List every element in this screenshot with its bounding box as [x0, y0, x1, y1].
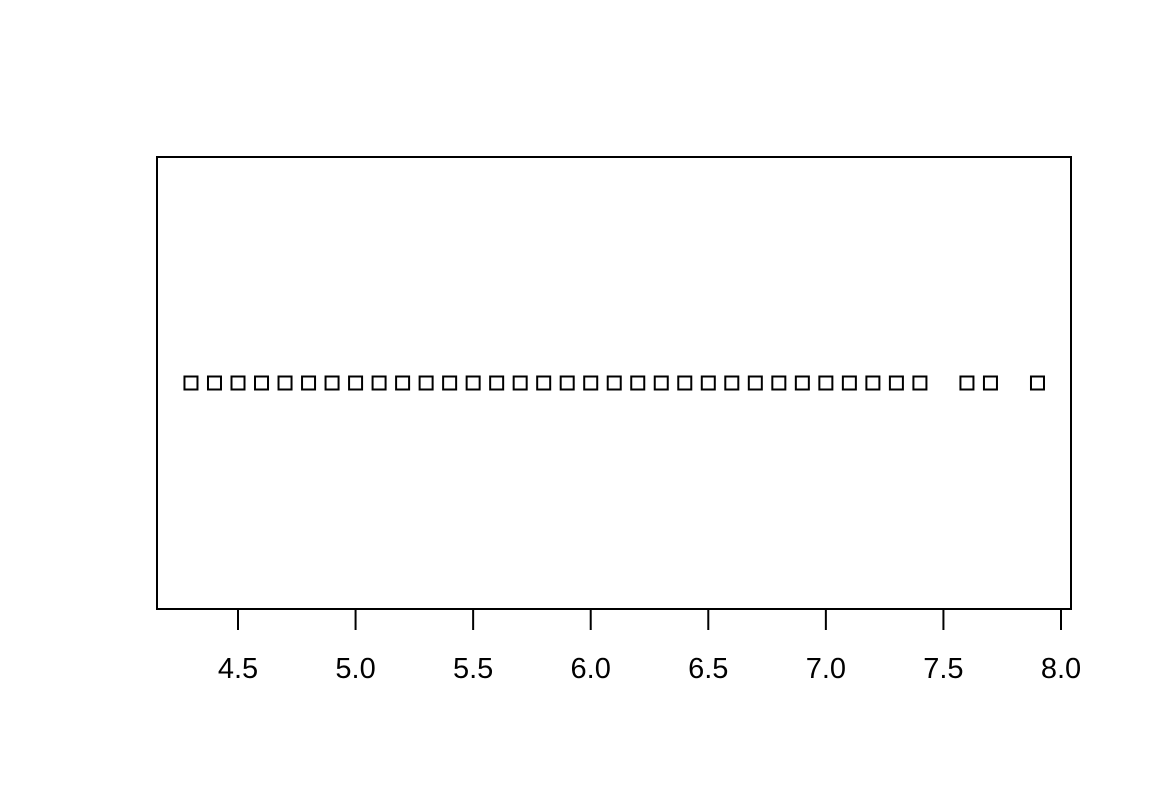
data-point: [489, 375, 505, 391]
data-point: [700, 375, 716, 391]
data-points: [183, 375, 1045, 391]
data-point: [724, 375, 740, 391]
data-point: [465, 375, 481, 391]
data-point: [653, 375, 669, 391]
data-point: [301, 375, 317, 391]
data-point: [442, 375, 458, 391]
data-point: [677, 375, 693, 391]
data-point: [841, 375, 857, 391]
data-point: [536, 375, 552, 391]
data-point: [747, 375, 763, 391]
data-point: [559, 375, 575, 391]
data-point: [888, 375, 904, 391]
data-point: [583, 375, 599, 391]
plot-frame: [156, 156, 1072, 610]
data-point: [794, 375, 810, 391]
x-tick-label: 7.5: [923, 653, 963, 685]
data-point: [771, 375, 787, 391]
x-tick-label: 5.5: [453, 653, 493, 685]
data-point: [512, 375, 528, 391]
data-point: [912, 375, 928, 391]
x-tick-label: 6.0: [571, 653, 611, 685]
x-tick-label: 7.0: [806, 653, 846, 685]
x-axis: 4.5 5.0 5.5 6.0 6.5 7.0 7.5 8.0: [218, 608, 1081, 685]
data-point: [183, 375, 199, 391]
data-point: [277, 375, 293, 391]
data-point: [959, 375, 975, 391]
data-point: [1029, 375, 1045, 391]
data-point: [230, 375, 246, 391]
data-point: [371, 375, 387, 391]
data-point: [982, 375, 998, 391]
data-point: [818, 375, 834, 391]
data-point: [865, 375, 881, 391]
x-tick-label: 5.0: [335, 653, 375, 685]
data-point: [206, 375, 222, 391]
data-point: [348, 375, 364, 391]
data-point: [324, 375, 340, 391]
data-point: [418, 375, 434, 391]
data-point: [630, 375, 646, 391]
x-tick-label: 6.5: [688, 653, 728, 685]
data-point: [254, 375, 270, 391]
plot-box: [156, 156, 1072, 610]
x-tick-label: 8.0: [1041, 653, 1081, 685]
data-point: [395, 375, 411, 391]
x-tick-label: 4.5: [218, 653, 258, 685]
data-point: [606, 375, 622, 391]
